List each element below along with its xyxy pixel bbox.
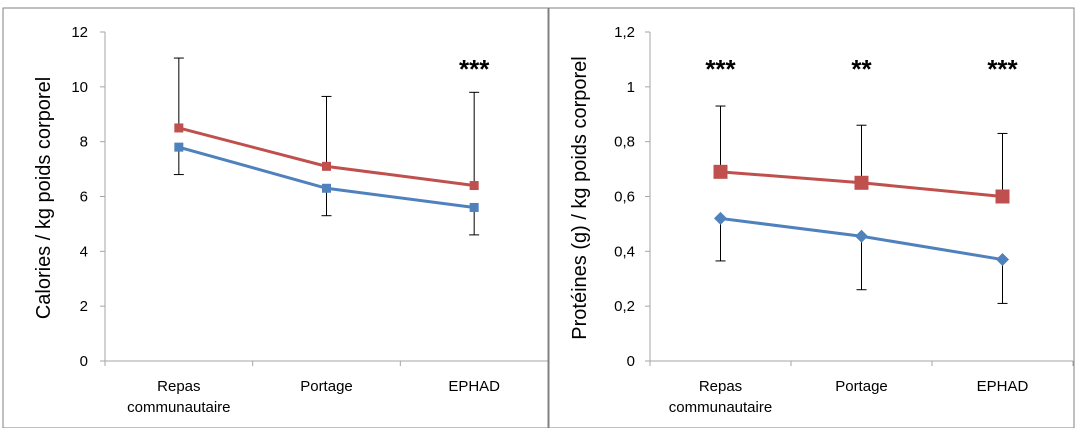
panel1-y-tick-label: 12 <box>71 24 88 41</box>
panel2-significance-label: *** <box>705 54 736 84</box>
panel2-y-tick-label: 0,2 <box>614 298 635 315</box>
panel1-y-tick-label: 10 <box>71 79 88 96</box>
panel2-significance-label: ** <box>851 54 872 84</box>
panel2-y-tick-label: 1,2 <box>614 24 635 41</box>
panel1-series2-marker <box>469 202 479 212</box>
panel2-series2-marker <box>855 229 868 243</box>
panel1-series2-marker <box>174 142 184 152</box>
panel2-y-axis-title: Protéines (g) / kg poids corporel <box>569 56 591 339</box>
panel1-series1-marker <box>322 161 331 171</box>
panel2-y-tick-label: 0,8 <box>614 134 635 151</box>
panel2-series1-marker <box>713 164 728 179</box>
panel2-series2-marker <box>714 211 727 225</box>
panel1-x-tick-label: Portage <box>300 378 353 395</box>
panel2-y-tick-label: 0,4 <box>614 243 635 260</box>
panel2-y-tick-label: 1 <box>627 79 635 96</box>
panel2-x-tick-label: Repas communautaire <box>669 378 772 416</box>
panel2-series1-marker <box>854 175 869 190</box>
panel1-frame <box>2 7 550 428</box>
panel2-y-tick-label: 0,6 <box>614 189 635 206</box>
panel2-significance-label: *** <box>987 54 1018 84</box>
panel2-x-tick-label: Portage <box>835 378 888 395</box>
panel2-series1-marker <box>995 189 1010 204</box>
panel1-x-tick-label: Repas communautaire <box>127 378 230 416</box>
panel1-y-tick-label: 8 <box>80 134 88 151</box>
panel1-series1-marker <box>469 181 479 191</box>
panel1-significance-label: *** <box>459 54 490 84</box>
panel1-y-tick-label: 4 <box>80 243 88 260</box>
panel2-frame <box>547 7 1075 428</box>
panel1-y-axis-title: Calories / kg poids corporel <box>33 77 55 319</box>
panel1-y-tick-label: 2 <box>80 298 88 315</box>
panel1-x-tick-label: EPHAD <box>448 378 500 395</box>
panel1-y-tick-label: 0 <box>80 353 88 370</box>
panel1-series2-marker <box>322 183 331 193</box>
panel1-series1-marker <box>174 123 184 133</box>
panel2-x-tick-label: EPHAD <box>977 378 1029 395</box>
panel2-y-tick-label: 0 <box>627 353 635 370</box>
panel2-series2-marker <box>996 253 1009 267</box>
panel1-y-tick-label: 6 <box>80 189 88 206</box>
